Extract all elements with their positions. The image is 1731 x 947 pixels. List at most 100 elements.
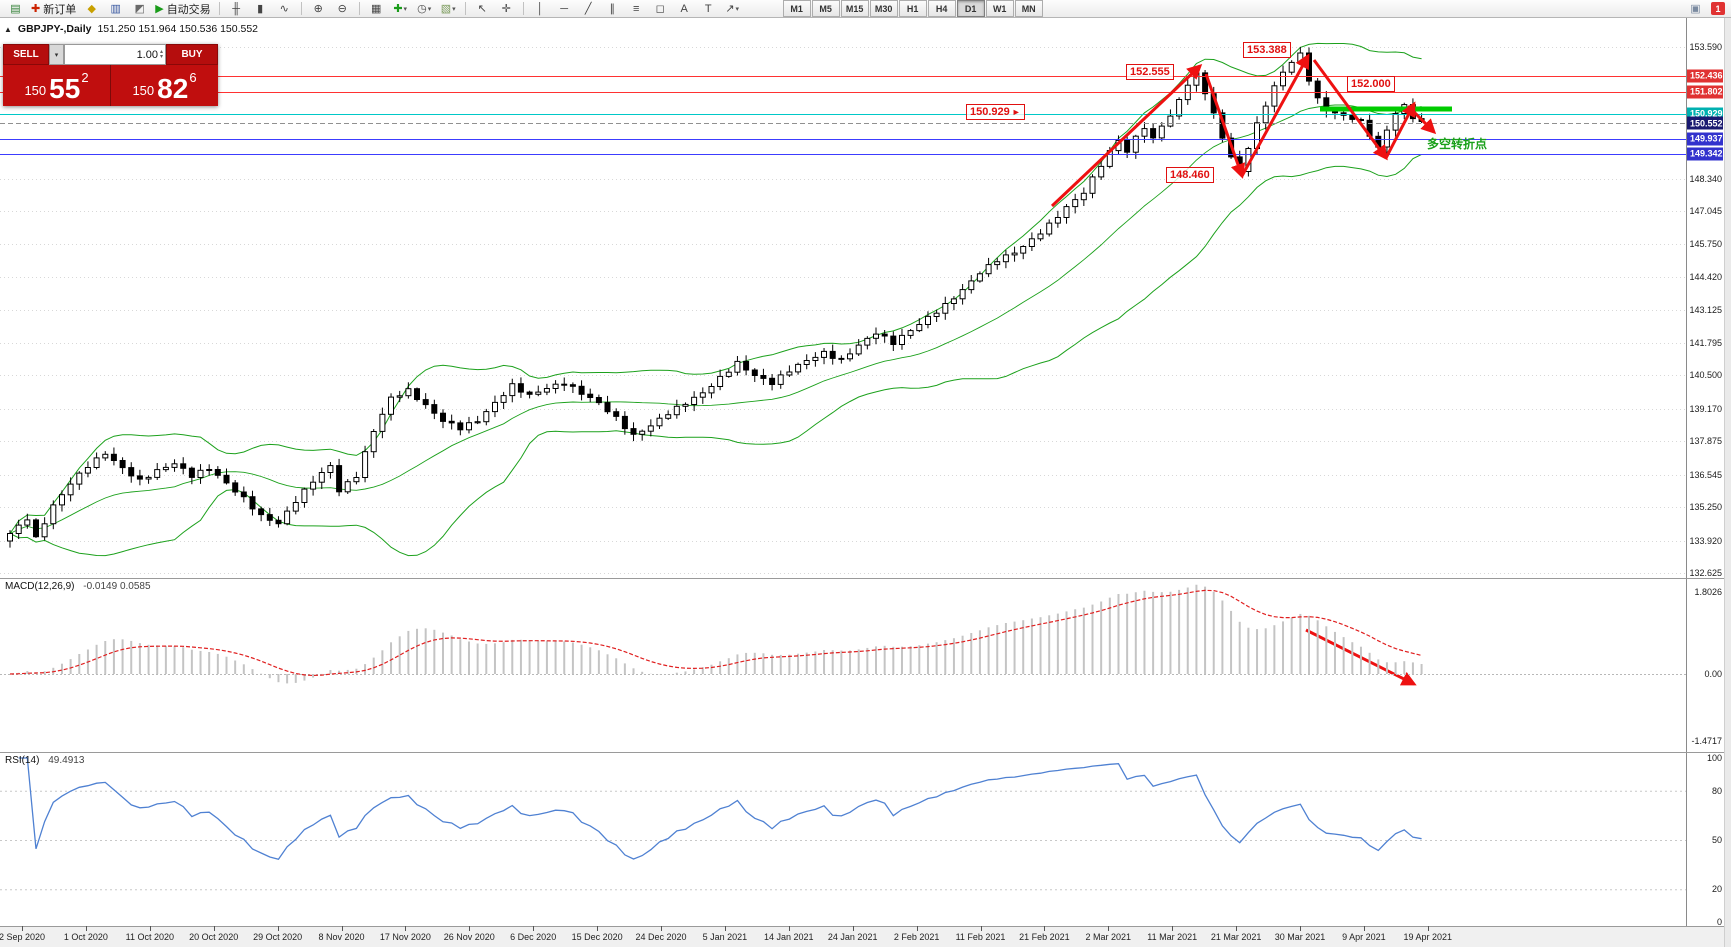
templates-icon[interactable]: ▧ ▾	[437, 0, 460, 18]
cursor-icon[interactable]: ↖	[471, 0, 494, 18]
trendline-glyph: ╱	[584, 3, 592, 15]
scrollbar[interactable]	[1724, 18, 1731, 947]
buy-price[interactable]: 150 82 6	[111, 65, 218, 106]
sell-price[interactable]: 150 55 2	[3, 65, 111, 106]
indicators-dropdown-icon[interactable]: ▾	[403, 5, 408, 13]
text-label-glyph: T	[704, 2, 712, 15]
crosshair-icon[interactable]: ✛	[495, 0, 518, 18]
order-type-dropdown[interactable]: ▾	[49, 44, 64, 65]
timeframe-w1[interactable]: W1	[985, 0, 1014, 17]
price-tag[interactable]: 149.937	[1687, 132, 1723, 146]
candlestick-mode-icon[interactable]: ▮	[249, 0, 272, 18]
alerts-icon[interactable]: ▣	[1690, 3, 1701, 15]
tile-windows-icon[interactable]: ▦	[365, 0, 388, 18]
volume-input[interactable]: 1.00 ▴ ▾	[64, 44, 166, 65]
toolbar-separator	[358, 2, 360, 15]
equidistant-channel-icon[interactable]: ∥	[601, 0, 624, 18]
date-label: 6 Dec 2020	[510, 932, 557, 942]
date-label: 8 Nov 2020	[318, 932, 365, 942]
date-label: 9 Apr 2021	[1342, 932, 1386, 942]
timeframe-h4[interactable]: H4	[927, 0, 956, 17]
buy-button[interactable]: BUY	[166, 44, 218, 65]
price-axis[interactable]	[1686, 18, 1731, 926]
zoom-in-icon[interactable]: ⊕	[307, 0, 330, 18]
ohlc-label: 151.250 151.964 150.536 150.552	[97, 23, 259, 35]
line-chart-mode-glyph: ∿	[279, 3, 289, 15]
trendline-icon[interactable]: ╱	[577, 0, 600, 18]
price-tag[interactable]: 150.552	[1687, 116, 1723, 130]
market-watch-icon[interactable]: ▥	[104, 0, 127, 18]
timeframe-m5[interactable]: M5	[811, 0, 840, 17]
autotrading-glyph: ▶	[155, 3, 164, 15]
text-label-icon[interactable]: T	[697, 0, 720, 18]
macd-histogram	[17, 584, 1423, 684]
chart-annotation[interactable]: 148.460	[1166, 167, 1214, 183]
date-label: 2 Feb 2021	[893, 932, 940, 942]
toolbar-separator	[522, 2, 524, 15]
horizontal-line-icon[interactable]: ─	[553, 0, 576, 18]
bollinger-bands	[9, 42, 1422, 557]
date-label: 24 Dec 2020	[635, 932, 687, 942]
volume-stepper[interactable]: ▴ ▾	[159, 48, 163, 60]
timeframe-h1[interactable]: H1	[898, 0, 927, 17]
bar-chart-mode-icon[interactable]: ╫	[225, 0, 248, 18]
zoom-out-icon[interactable]: ⊖	[331, 0, 354, 18]
date-label: 15 Dec 2020	[571, 932, 623, 942]
shapes-icon[interactable]: ◻	[649, 0, 672, 18]
price-axis-label: 137.875	[1689, 436, 1722, 447]
periods-dropdown-icon[interactable]: ▾	[427, 5, 432, 13]
sell-price-prefix: 150	[24, 83, 47, 98]
price-axis-label: 143.125	[1689, 304, 1722, 315]
new-chart-icon[interactable]: ▤	[4, 0, 27, 18]
timeframe-m1[interactable]: M1	[782, 0, 811, 17]
chart-annotation[interactable]: 152.000	[1347, 76, 1395, 92]
trade-panel-prices: 150 55 2 150 82 6	[3, 65, 218, 106]
arrows-tool-dropdown-icon[interactable]: ▾	[735, 5, 740, 13]
indicators-icon[interactable]: ✚ ▾	[389, 0, 412, 18]
profiles-icon[interactable]: ◆	[80, 0, 103, 18]
timeframe-d1[interactable]: D1	[956, 0, 985, 17]
line-chart-mode-icon[interactable]: ∿	[273, 0, 296, 18]
fibonacci-icon[interactable]: ≡	[625, 0, 648, 18]
toolbar-separator	[300, 2, 302, 15]
candlestick-mode-glyph: ▮	[257, 3, 264, 15]
date-label: 19 Apr 2021	[1403, 932, 1453, 942]
profiles-glyph: ◆	[87, 3, 96, 15]
chart-annotation[interactable]: 150.929 ►	[966, 104, 1025, 120]
timeframe-mn[interactable]: MN	[1014, 0, 1043, 17]
rsi-axis-label: 20	[1711, 884, 1722, 895]
stepper-down-icon[interactable]: ▾	[159, 53, 163, 60]
notification-badge[interactable]: 1	[1711, 2, 1725, 15]
rsi-line	[18, 757, 1422, 861]
price-axis-labels: 153.590 148.340 147.045 145.750 144.420 143.1…	[1686, 18, 1731, 947]
bar-chart-mode-glyph: ╫	[232, 2, 241, 15]
chart-annotation[interactable]: 152.555	[1126, 64, 1174, 80]
autotrading-icon[interactable]: ▶ 自动交易	[152, 0, 213, 18]
price-axis-label: 147.045	[1689, 206, 1722, 217]
stepper-up-icon[interactable]: ▴	[159, 48, 163, 55]
fibonacci-glyph: ≡	[632, 2, 640, 15]
price-tag[interactable]: 152.436	[1687, 69, 1723, 83]
date-axis[interactable]: 2 Sep 2020 1 Oct 2020 11 Oct 2020 20 Oct 20…	[0, 926, 1731, 947]
crosshair-glyph: ✛	[501, 3, 511, 15]
navigator-icon[interactable]: ◩	[128, 0, 151, 18]
timeframe-m15[interactable]: M15	[840, 0, 869, 17]
chart-annotation[interactable]: 153.388	[1243, 42, 1291, 58]
date-label: 30 Mar 2021	[1274, 932, 1326, 942]
new-order-glyph: ✚	[31, 3, 41, 15]
vertical-line-icon[interactable]: │	[529, 0, 552, 18]
arrows-tool-icon[interactable]: ↗ ▾	[721, 0, 744, 18]
periods-icon[interactable]: ◷ ▾	[413, 0, 436, 18]
new-order-icon[interactable]: ✚ 新订单	[28, 0, 79, 18]
price-tag[interactable]: 151.802	[1687, 85, 1723, 99]
timeframe-m30[interactable]: M30	[869, 0, 898, 17]
buy-price-sup: 6	[189, 70, 197, 85]
collapse-trade-panel-icon[interactable]: ▲	[4, 24, 12, 34]
price-tag[interactable]: 149.342	[1687, 147, 1723, 161]
text-icon[interactable]: A	[673, 0, 696, 18]
rsi-axis-label: 80	[1711, 785, 1722, 796]
chart-annotation[interactable]: 多空转折点	[1427, 137, 1488, 151]
sell-button[interactable]: SELL	[3, 44, 49, 65]
templates-dropdown-icon[interactable]: ▾	[452, 5, 456, 13]
